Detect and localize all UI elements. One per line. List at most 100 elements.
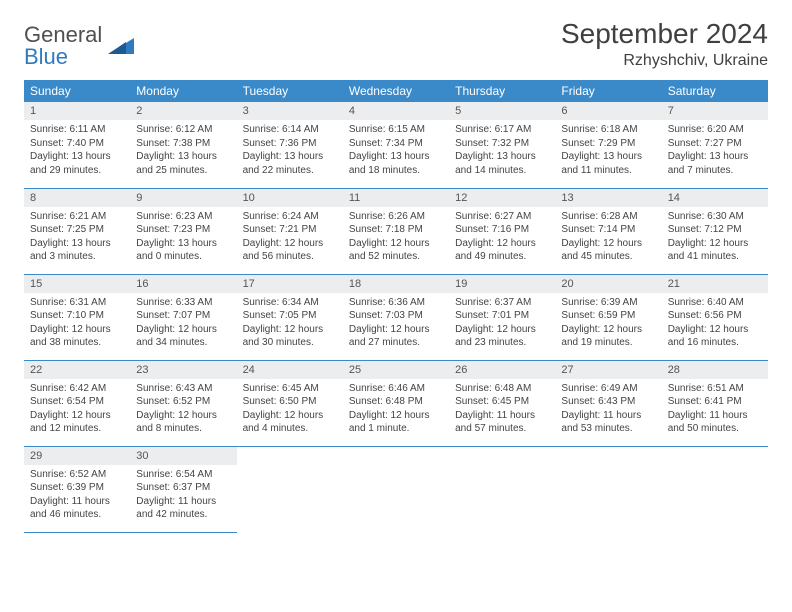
day-details: Sunrise: 6:17 AMSunset: 7:32 PMDaylight:… <box>449 120 555 183</box>
calendar-cell <box>449 446 555 532</box>
daylight-text-1: Daylight: 13 hours <box>136 150 230 164</box>
daylight-text-2: and 1 minute. <box>349 422 443 436</box>
sunset-text: Sunset: 7:36 PM <box>243 137 337 151</box>
calendar-cell: 1Sunrise: 6:11 AMSunset: 7:40 PMDaylight… <box>24 102 130 188</box>
daylight-text-2: and 4 minutes. <box>243 422 337 436</box>
calendar-cell: 15Sunrise: 6:31 AMSunset: 7:10 PMDayligh… <box>24 274 130 360</box>
day-details: Sunrise: 6:48 AMSunset: 6:45 PMDaylight:… <box>449 379 555 442</box>
sunrise-text: Sunrise: 6:42 AM <box>30 382 124 396</box>
day-number: 16 <box>130 275 236 293</box>
daylight-text-2: and 11 minutes. <box>561 164 655 178</box>
sunrise-text: Sunrise: 6:23 AM <box>136 210 230 224</box>
sunrise-text: Sunrise: 6:43 AM <box>136 382 230 396</box>
weekday-header: Tuesday <box>237 80 343 102</box>
daylight-text-1: Daylight: 12 hours <box>136 409 230 423</box>
sunrise-text: Sunrise: 6:49 AM <box>561 382 655 396</box>
sunrise-text: Sunrise: 6:12 AM <box>136 123 230 137</box>
sunrise-text: Sunrise: 6:14 AM <box>243 123 337 137</box>
day-number: 27 <box>555 361 661 379</box>
calendar-cell: 16Sunrise: 6:33 AMSunset: 7:07 PMDayligh… <box>130 274 236 360</box>
day-details: Sunrise: 6:20 AMSunset: 7:27 PMDaylight:… <box>662 120 768 183</box>
day-details: Sunrise: 6:27 AMSunset: 7:16 PMDaylight:… <box>449 207 555 270</box>
brand-line1: General <box>24 24 102 46</box>
sunrise-text: Sunrise: 6:46 AM <box>349 382 443 396</box>
daylight-text-1: Daylight: 13 hours <box>30 150 124 164</box>
calendar-cell: 21Sunrise: 6:40 AMSunset: 6:56 PMDayligh… <box>662 274 768 360</box>
daylight-text-2: and 53 minutes. <box>561 422 655 436</box>
daylight-text-1: Daylight: 12 hours <box>30 409 124 423</box>
sunrise-text: Sunrise: 6:45 AM <box>243 382 337 396</box>
daylight-text-2: and 45 minutes. <box>561 250 655 264</box>
calendar-cell <box>662 446 768 532</box>
daylight-text-2: and 18 minutes. <box>349 164 443 178</box>
sunset-text: Sunset: 6:54 PM <box>30 395 124 409</box>
daylight-text-2: and 0 minutes. <box>136 250 230 264</box>
day-details: Sunrise: 6:36 AMSunset: 7:03 PMDaylight:… <box>343 293 449 356</box>
day-number: 9 <box>130 189 236 207</box>
day-number: 5 <box>449 102 555 120</box>
brand-triangle-icon <box>108 34 134 59</box>
sunset-text: Sunset: 6:37 PM <box>136 481 230 495</box>
sunset-text: Sunset: 6:50 PM <box>243 395 337 409</box>
daylight-text-1: Daylight: 13 hours <box>136 237 230 251</box>
sunset-text: Sunset: 7:01 PM <box>455 309 549 323</box>
calendar-cell: 17Sunrise: 6:34 AMSunset: 7:05 PMDayligh… <box>237 274 343 360</box>
daylight-text-2: and 56 minutes. <box>243 250 337 264</box>
daylight-text-1: Daylight: 12 hours <box>349 323 443 337</box>
day-number: 24 <box>237 361 343 379</box>
calendar-cell <box>237 446 343 532</box>
sunrise-text: Sunrise: 6:17 AM <box>455 123 549 137</box>
day-number: 17 <box>237 275 343 293</box>
day-details: Sunrise: 6:37 AMSunset: 7:01 PMDaylight:… <box>449 293 555 356</box>
daylight-text-1: Daylight: 12 hours <box>243 409 337 423</box>
sunset-text: Sunset: 7:10 PM <box>30 309 124 323</box>
daylight-text-1: Daylight: 11 hours <box>668 409 762 423</box>
calendar-row: 8Sunrise: 6:21 AMSunset: 7:25 PMDaylight… <box>24 188 768 274</box>
calendar-cell: 12Sunrise: 6:27 AMSunset: 7:16 PMDayligh… <box>449 188 555 274</box>
daylight-text-1: Daylight: 11 hours <box>30 495 124 509</box>
daylight-text-1: Daylight: 11 hours <box>455 409 549 423</box>
daylight-text-1: Daylight: 13 hours <box>243 150 337 164</box>
location-subtitle: Rzhyshchiv, Ukraine <box>561 52 768 70</box>
daylight-text-2: and 42 minutes. <box>136 508 230 522</box>
sunset-text: Sunset: 7:29 PM <box>561 137 655 151</box>
day-details: Sunrise: 6:39 AMSunset: 6:59 PMDaylight:… <box>555 293 661 356</box>
day-details: Sunrise: 6:18 AMSunset: 7:29 PMDaylight:… <box>555 120 661 183</box>
calendar-cell: 25Sunrise: 6:46 AMSunset: 6:48 PMDayligh… <box>343 360 449 446</box>
sunset-text: Sunset: 7:25 PM <box>30 223 124 237</box>
daylight-text-2: and 49 minutes. <box>455 250 549 264</box>
daylight-text-1: Daylight: 12 hours <box>668 323 762 337</box>
brand-line2: Blue <box>24 46 102 68</box>
sunrise-text: Sunrise: 6:48 AM <box>455 382 549 396</box>
calendar-cell: 28Sunrise: 6:51 AMSunset: 6:41 PMDayligh… <box>662 360 768 446</box>
calendar-cell: 11Sunrise: 6:26 AMSunset: 7:18 PMDayligh… <box>343 188 449 274</box>
daylight-text-2: and 57 minutes. <box>455 422 549 436</box>
day-number: 1 <box>24 102 130 120</box>
day-number: 25 <box>343 361 449 379</box>
daylight-text-1: Daylight: 12 hours <box>243 323 337 337</box>
sunrise-text: Sunrise: 6:39 AM <box>561 296 655 310</box>
calendar-row: 15Sunrise: 6:31 AMSunset: 7:10 PMDayligh… <box>24 274 768 360</box>
calendar-cell: 22Sunrise: 6:42 AMSunset: 6:54 PMDayligh… <box>24 360 130 446</box>
calendar-cell: 7Sunrise: 6:20 AMSunset: 7:27 PMDaylight… <box>662 102 768 188</box>
daylight-text-1: Daylight: 11 hours <box>561 409 655 423</box>
daylight-text-1: Daylight: 12 hours <box>349 409 443 423</box>
calendar-cell: 30Sunrise: 6:54 AMSunset: 6:37 PMDayligh… <box>130 446 236 532</box>
day-details: Sunrise: 6:26 AMSunset: 7:18 PMDaylight:… <box>343 207 449 270</box>
day-details: Sunrise: 6:42 AMSunset: 6:54 PMDaylight:… <box>24 379 130 442</box>
calendar-row: 29Sunrise: 6:52 AMSunset: 6:39 PMDayligh… <box>24 446 768 532</box>
daylight-text-1: Daylight: 13 hours <box>455 150 549 164</box>
day-number: 12 <box>449 189 555 207</box>
day-number: 10 <box>237 189 343 207</box>
daylight-text-2: and 34 minutes. <box>136 336 230 350</box>
sunrise-text: Sunrise: 6:30 AM <box>668 210 762 224</box>
day-details: Sunrise: 6:15 AMSunset: 7:34 PMDaylight:… <box>343 120 449 183</box>
calendar-cell: 4Sunrise: 6:15 AMSunset: 7:34 PMDaylight… <box>343 102 449 188</box>
day-number: 19 <box>449 275 555 293</box>
daylight-text-2: and 41 minutes. <box>668 250 762 264</box>
sunset-text: Sunset: 7:34 PM <box>349 137 443 151</box>
day-details: Sunrise: 6:40 AMSunset: 6:56 PMDaylight:… <box>662 293 768 356</box>
calendar-cell: 10Sunrise: 6:24 AMSunset: 7:21 PMDayligh… <box>237 188 343 274</box>
day-details: Sunrise: 6:11 AMSunset: 7:40 PMDaylight:… <box>24 120 130 183</box>
daylight-text-2: and 50 minutes. <box>668 422 762 436</box>
